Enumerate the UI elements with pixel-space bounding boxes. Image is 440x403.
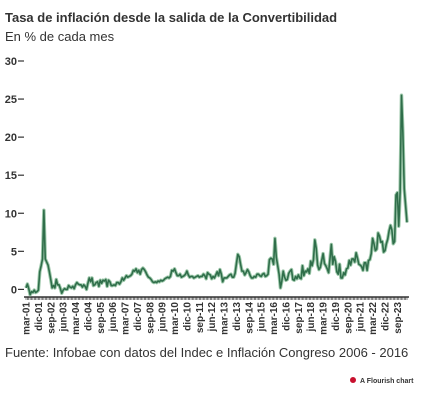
x-tick-label: sep-02	[46, 302, 57, 334]
y-tick-label: 25	[5, 94, 17, 106]
x-tick-label: jun-15	[257, 302, 268, 333]
chart-subtitle: En % de cada mes	[5, 29, 115, 44]
source: Fuente: Infobae con datos del Indec e In…	[5, 345, 408, 360]
x-tick-label: sep-17	[294, 302, 305, 334]
y-tick-label: 15	[5, 170, 17, 182]
x-tick-label: dic-13	[232, 302, 243, 331]
x-tick-label: mar-22	[368, 302, 379, 335]
x-tick-label: jun-21	[356, 302, 367, 333]
y-tick-label: 10	[5, 208, 17, 220]
x-tick-label: jun-06	[108, 302, 119, 333]
flourish-logo	[350, 377, 356, 383]
x-tick-label: dic-01	[34, 302, 45, 331]
x-tick-label: dic-19	[331, 302, 342, 331]
x-tick-label: mar-01	[22, 302, 33, 335]
y-tick-label: 30	[5, 56, 17, 68]
x-tick-label: sep-14	[244, 302, 255, 334]
x-tick-label: sep-23	[393, 302, 404, 334]
x-tick-label: sep-11	[195, 302, 206, 334]
x-tick-label: dic-04	[83, 302, 94, 331]
y-tick-label: 0	[11, 284, 17, 296]
x-tick-label: mar-13	[220, 302, 231, 335]
y-tick-label: 5	[11, 246, 17, 258]
x-tick-label: sep-05	[96, 302, 107, 334]
x-tick-label: jun-03	[59, 302, 70, 333]
x-tick-label: mar-04	[71, 302, 82, 335]
x-tick-label: dic-07	[133, 302, 144, 331]
x-tick-label: mar-07	[121, 302, 132, 335]
x-tick-label: dic-10	[182, 302, 193, 331]
x-tick-label: sep-08	[145, 302, 156, 334]
x-tick-label: mar-16	[269, 302, 280, 335]
x-tick-label: jun-12	[207, 302, 218, 333]
x-tick-label: mar-10	[170, 302, 181, 335]
y-tick-label: 20	[5, 132, 17, 144]
chart-title: Tasa de inflación desde la salida de la …	[5, 10, 337, 25]
x-tick-label: jun-18	[306, 302, 317, 333]
x-tick-label: dic-22	[380, 302, 391, 331]
x-tick-label: dic-16	[281, 302, 292, 331]
credit[interactable]: A Flourish chart	[360, 378, 414, 385]
line	[25, 94, 408, 296]
x-tick-label: sep-20	[343, 302, 354, 334]
x-tick-label: jun-09	[158, 302, 169, 333]
x-tick-label: mar-19	[319, 302, 330, 335]
